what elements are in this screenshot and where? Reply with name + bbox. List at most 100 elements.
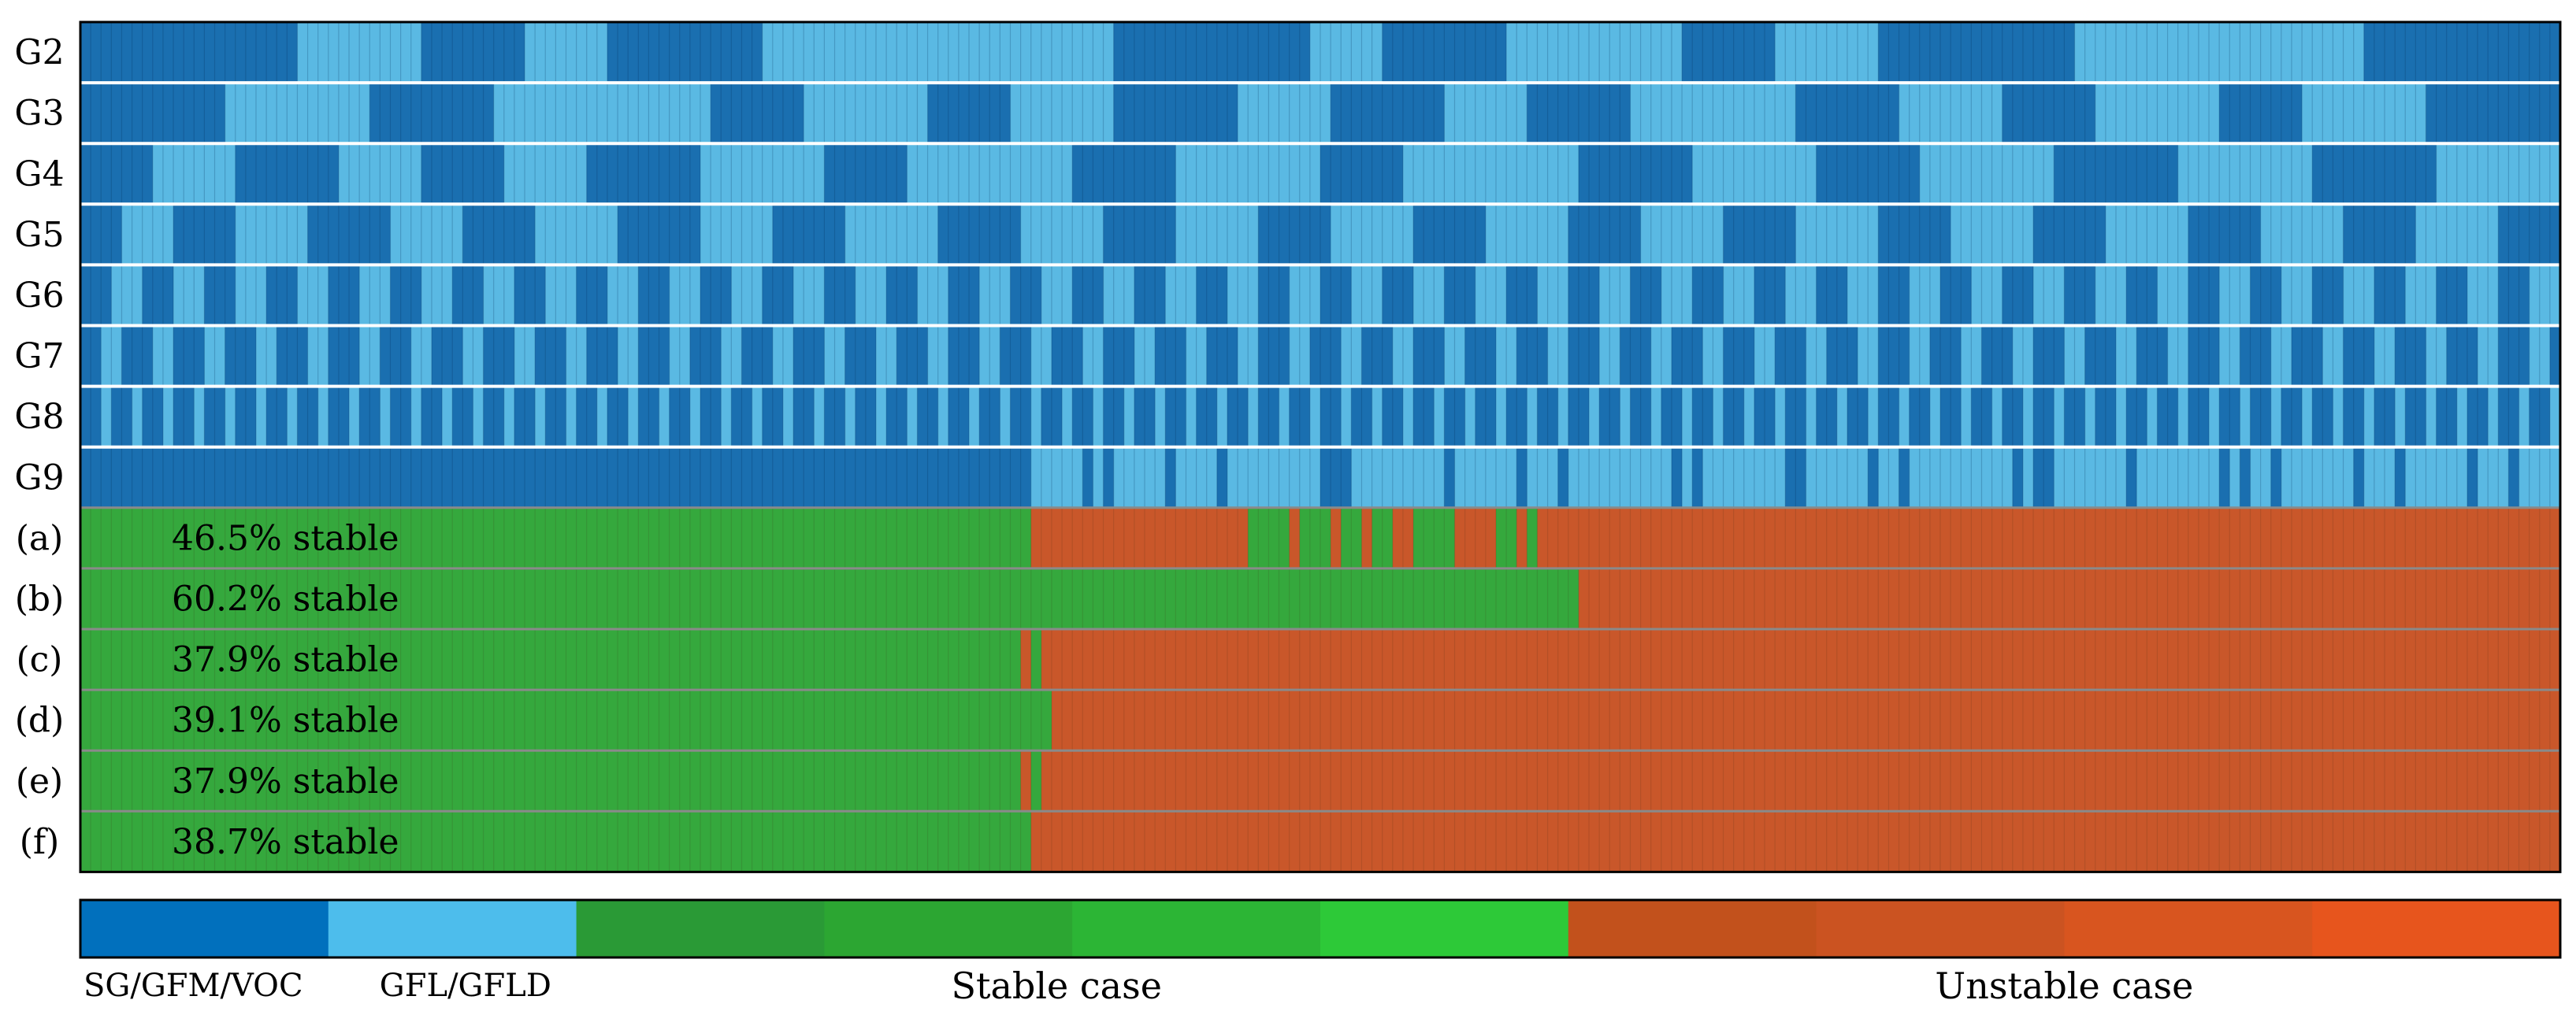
heatmap-cell [1258, 204, 1331, 265]
heatmap-cell [1589, 386, 1600, 447]
heatmap-cell [2322, 325, 2344, 387]
heatmap-cell [1020, 629, 1032, 691]
heatmap-cell [1909, 386, 1931, 447]
heatmap-cell [287, 386, 298, 447]
heatmap-cell [1775, 22, 1879, 83]
heatmap-cell [1599, 446, 1610, 508]
heatmap-cell [1361, 507, 1373, 568]
heatmap-cell [2033, 265, 2065, 326]
heatmap-cell [1206, 446, 1218, 508]
heatmap-cell [2312, 143, 2437, 205]
heatmap-cell [2177, 386, 2189, 447]
heatmap-cell [1341, 325, 1362, 387]
heatmap-cell [1030, 507, 1249, 568]
heatmap-cell [2229, 446, 2240, 508]
legend-label-unstable: Unstable case [1935, 965, 2193, 1007]
heatmap-cell [1145, 446, 1156, 508]
heatmap-cell [225, 83, 370, 144]
heatmap-cell [1858, 446, 1869, 508]
heatmap-cell [1165, 386, 1186, 447]
heatmap-cell [1103, 265, 1135, 326]
heatmap-cell [1650, 386, 1662, 447]
heatmap-cell [1392, 325, 1414, 387]
heatmap-cell [2322, 446, 2333, 508]
heatmap-cell [1754, 386, 1776, 447]
heatmap-cell [1723, 325, 1755, 387]
heatmap-border [79, 20, 2562, 873]
heatmap-cell [576, 386, 598, 447]
heatmap-cell [1464, 386, 1476, 447]
heatmap-cell [1331, 446, 1342, 508]
heatmap-cell [1785, 265, 1817, 326]
heatmap-row-f: (f) 38.7% stable [20, 811, 2561, 872]
heatmap-cell [1062, 386, 1073, 447]
heatmap-cell [607, 22, 763, 83]
heatmap-row-G5: G5 [14, 204, 2561, 265]
heatmap-cell [2312, 265, 2344, 326]
heatmap-cell [1537, 446, 1549, 508]
heatmap-cell [1289, 265, 1321, 326]
heatmap-cell [1051, 446, 1063, 508]
heatmap-cell [1971, 265, 2003, 326]
heatmap-cell [2157, 265, 2189, 326]
heatmap-cell [1072, 386, 1093, 447]
heatmap-cell [2209, 386, 2220, 447]
heatmap-cell [1826, 325, 1858, 387]
heatmap-cell [1279, 446, 1290, 508]
heatmap-cell [1878, 265, 1910, 326]
heatmap-cell [1238, 83, 1331, 144]
heatmap-cell [1692, 386, 1713, 447]
heatmap-cell [359, 386, 380, 447]
legend-label-stable: Stable case [951, 965, 1161, 1007]
heatmap-cell [2395, 386, 2406, 447]
heatmap-cell [1454, 507, 1497, 568]
heatmap-cell [1041, 265, 1073, 326]
heatmap-cell [1444, 325, 1466, 387]
heatmap-cell [390, 265, 422, 326]
heatmap-row-c: (c) 37.9% stable [17, 629, 2561, 691]
heatmap-cell [2136, 325, 2169, 387]
heatmap-cell [328, 386, 350, 447]
heatmap-cell [1713, 446, 1724, 508]
heatmap-cell [1010, 265, 1042, 326]
heatmap-cell [937, 204, 1022, 265]
heatmap-cell [1186, 446, 1197, 508]
heatmap-cell [2508, 446, 2520, 508]
heatmap-cell [824, 265, 856, 326]
heatmap-cell [1093, 386, 1104, 447]
colorbar-swatch [1816, 900, 2065, 957]
heatmap-cell [1413, 265, 1445, 326]
heatmap-cell [111, 265, 143, 326]
heatmap-cell [1599, 325, 1620, 387]
heatmap-cell [121, 325, 154, 387]
heatmap-cell [1113, 22, 1311, 83]
heatmap-cell [1951, 204, 2034, 265]
heatmap-cell [297, 386, 319, 447]
heatmap-cell [566, 325, 588, 387]
heatmap-cell [2436, 265, 2468, 326]
heatmap-cell [1351, 386, 1373, 447]
heatmap-cell [80, 446, 1032, 508]
heatmap-cell [338, 143, 422, 205]
heatmap-cell [824, 386, 846, 447]
heatmap-cell [1165, 265, 1197, 326]
heatmap-cell [1444, 265, 1476, 326]
heatmap-row-G3: G3 [14, 83, 2561, 144]
colorbar-border [79, 898, 2562, 959]
heatmap-cell [2363, 22, 2561, 83]
heatmap-cell [2518, 446, 2530, 508]
heatmap-cell [618, 325, 639, 387]
heatmap-cell [1816, 386, 1838, 447]
heatmap-cell [1123, 386, 1135, 447]
heatmap-cell [535, 325, 566, 387]
heatmap-cell [2219, 83, 2303, 144]
heatmap-cell [1495, 325, 1517, 387]
heatmap-cell [2022, 386, 2034, 447]
heatmap-cell [1568, 325, 1600, 387]
heatmap-cell [317, 386, 329, 447]
heatmap-cell [2115, 446, 2127, 508]
heatmap-cell [1372, 386, 1383, 447]
heatmap-row-G7: G7 [14, 325, 2561, 387]
